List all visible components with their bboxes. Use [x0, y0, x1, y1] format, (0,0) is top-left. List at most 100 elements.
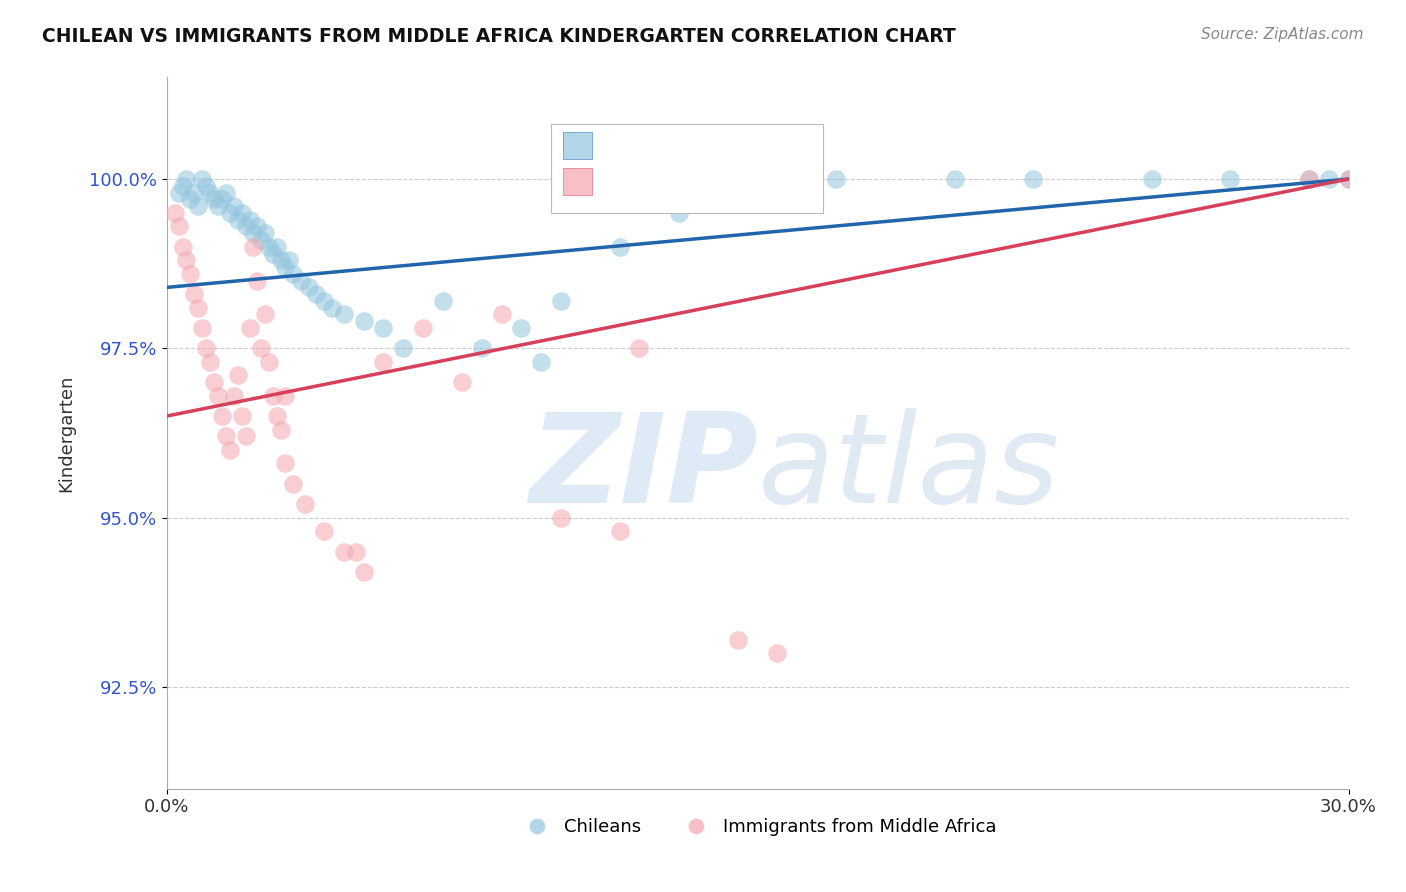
Point — [218, 206, 240, 220]
Point — [353, 565, 375, 579]
Legend: Chileans, Immigrants from Middle Africa: Chileans, Immigrants from Middle Africa — [512, 811, 1004, 844]
Point — [183, 186, 205, 200]
Text: ZIP: ZIP — [529, 408, 758, 529]
Point — [609, 524, 631, 538]
Point — [262, 389, 284, 403]
Point — [187, 199, 209, 213]
Point — [172, 178, 194, 193]
Point — [172, 240, 194, 254]
Point — [550, 293, 572, 308]
Point — [231, 206, 253, 220]
Point — [668, 206, 690, 220]
Point — [727, 632, 749, 647]
Point — [191, 321, 214, 335]
Point — [766, 646, 789, 660]
Point — [242, 226, 264, 240]
Point — [305, 287, 328, 301]
Y-axis label: Kindergarten: Kindergarten — [58, 375, 75, 491]
Point — [207, 199, 229, 213]
Point — [250, 342, 273, 356]
Point — [274, 260, 297, 274]
Point — [254, 226, 277, 240]
Point — [163, 206, 186, 220]
Point — [451, 375, 474, 389]
Point — [333, 544, 356, 558]
Point — [274, 457, 297, 471]
Text: atlas: atlas — [758, 408, 1060, 529]
Point — [257, 240, 280, 254]
Point — [207, 389, 229, 403]
Point — [392, 342, 415, 356]
Point — [281, 476, 304, 491]
Point — [262, 246, 284, 260]
Point — [344, 544, 367, 558]
Point — [412, 321, 434, 335]
Point — [314, 293, 336, 308]
Point — [432, 293, 454, 308]
Point — [274, 389, 297, 403]
Point — [373, 321, 395, 335]
Point — [246, 219, 269, 234]
Point — [1337, 172, 1360, 186]
Text: CHILEAN VS IMMIGRANTS FROM MIDDLE AFRICA KINDERGARTEN CORRELATION CHART: CHILEAN VS IMMIGRANTS FROM MIDDLE AFRICA… — [42, 27, 956, 45]
Point — [222, 389, 245, 403]
Point — [176, 172, 198, 186]
Point — [242, 240, 264, 254]
Point — [235, 219, 257, 234]
Point — [1298, 172, 1320, 186]
Point — [321, 301, 343, 315]
Point — [179, 192, 201, 206]
Text: R = 0.431   N = 55: R = 0.431 N = 55 — [602, 138, 786, 156]
Point — [254, 308, 277, 322]
Point — [491, 308, 513, 322]
Point — [1337, 172, 1360, 186]
Point — [1022, 172, 1045, 186]
Point — [297, 280, 319, 294]
Point — [167, 219, 190, 234]
Point — [257, 355, 280, 369]
Point — [231, 409, 253, 423]
Point — [218, 442, 240, 457]
Point — [825, 172, 848, 186]
Point — [215, 186, 238, 200]
Text: Source: ZipAtlas.com: Source: ZipAtlas.com — [1201, 27, 1364, 42]
Point — [270, 423, 292, 437]
Point — [1140, 172, 1163, 186]
Point — [167, 186, 190, 200]
Point — [226, 212, 249, 227]
Point — [510, 321, 533, 335]
Point — [202, 192, 225, 206]
Point — [238, 321, 260, 335]
Point — [222, 199, 245, 213]
Point — [628, 342, 651, 356]
Bar — [562, 168, 592, 194]
Point — [187, 301, 209, 315]
Point — [1298, 172, 1320, 186]
Point — [235, 429, 257, 443]
Point — [530, 355, 553, 369]
Point — [333, 308, 356, 322]
Point — [198, 355, 221, 369]
Point — [238, 212, 260, 227]
FancyBboxPatch shape — [551, 124, 823, 212]
Point — [195, 178, 218, 193]
Point — [281, 267, 304, 281]
Point — [211, 192, 233, 206]
Point — [1317, 172, 1340, 186]
Point — [1219, 172, 1241, 186]
Point — [250, 233, 273, 247]
Bar — [562, 132, 592, 159]
Point — [211, 409, 233, 423]
Point — [747, 186, 769, 200]
Point — [195, 342, 218, 356]
Point — [246, 274, 269, 288]
Point — [353, 314, 375, 328]
Point — [202, 375, 225, 389]
Point — [277, 253, 299, 268]
Point — [179, 267, 201, 281]
Point — [471, 342, 494, 356]
Point — [373, 355, 395, 369]
Point — [266, 240, 288, 254]
Point — [270, 253, 292, 268]
Point — [550, 510, 572, 524]
